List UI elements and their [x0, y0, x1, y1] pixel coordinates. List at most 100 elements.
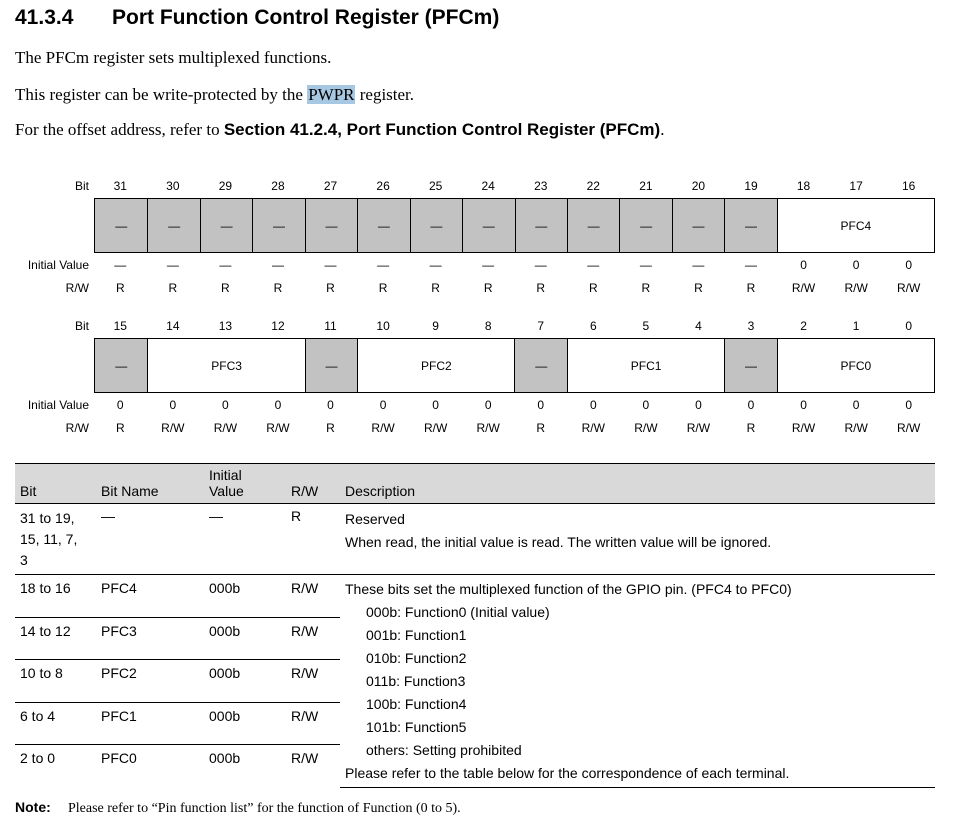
pfc-bit: 14 to 12 — [15, 617, 96, 661]
pfc-initial: 000b — [204, 702, 286, 746]
rw-value: R/W — [897, 281, 921, 295]
header-initial-line-2: Value — [209, 483, 244, 499]
pfc-name: PFC3 — [96, 617, 204, 661]
pfc-name: PFC2 — [96, 659, 204, 703]
bit-number: 8 — [484, 319, 492, 333]
section-reference-link[interactable]: Section 41.2.4, Port Function Control Re… — [223, 120, 661, 139]
table-row-reserved: 31 to 19, 15, 11, 7, 3 — — R Reserved Wh… — [15, 503, 935, 575]
rw-label-lower: R/W — [65, 421, 89, 435]
rw-value: R/W — [897, 421, 921, 435]
initial-value: 0 — [905, 258, 912, 272]
bit-number: 25 — [428, 179, 443, 193]
bit-number: 14 — [166, 319, 180, 333]
initial-value: — — [429, 258, 442, 272]
pfc-rw: R/W — [286, 659, 340, 703]
rw-label-upper: R/W — [65, 281, 89, 295]
initial-value: 0 — [537, 398, 545, 412]
reserved-bit-field: — — [252, 199, 305, 252]
reserved-bit-field: — — [304, 339, 358, 392]
reserved-bit-field: — — [462, 199, 515, 252]
initial-value: 0 — [379, 398, 387, 412]
initial-value: — — [744, 258, 757, 272]
bit-number: 12 — [271, 319, 285, 333]
pfc-option: 000b: Function0 (Initial value) — [366, 604, 550, 620]
bit-number: 19 — [744, 179, 758, 193]
pfc-desc-intro: These bits set the multiplexed function … — [345, 581, 792, 597]
bit-number: 18 — [796, 179, 811, 193]
initial-value: — — [639, 258, 652, 272]
initial-value: — — [324, 258, 337, 272]
pfc-option: 101b: Function5 — [366, 719, 467, 735]
rw-value: R — [115, 421, 125, 435]
header-bit-name: Bit Name — [96, 463, 204, 504]
pfc-rw: R/W — [286, 617, 340, 661]
section-heading: 41.3.4 Port Function Control Register (PF… — [15, 6, 499, 30]
pfc-bit-field: PFC1 — [566, 339, 725, 392]
rw-value: R/W — [634, 421, 658, 435]
pfc-initial: 000b — [204, 659, 286, 703]
reserved-bit-field: — — [514, 199, 567, 252]
rw-value: R — [221, 281, 230, 295]
bit-number: 3 — [747, 319, 755, 333]
bit-number: 16 — [901, 179, 916, 193]
pfc-name: PFC4 — [96, 574, 204, 618]
upper-initial-values: — — — — — — — — — — — — — 0 0 0 — [0, 258, 955, 274]
initial-value: 0 — [432, 398, 439, 412]
pwpr-link[interactable]: PWPR — [307, 85, 356, 104]
bit-number: 28 — [271, 179, 285, 193]
reserved-bit-field: — — [95, 199, 148, 252]
bit-number: 17 — [849, 179, 863, 193]
intro-paragraph-2: This register can be write-protected by … — [15, 85, 414, 105]
intro-p3-before: For the offset address, refer to — [15, 120, 224, 139]
reserved-bit-line: 15, 11, 7, — [20, 531, 78, 547]
pfc-desc-footer: Please refer to the table below for the … — [345, 765, 790, 781]
pfc-rw: R/W — [291, 750, 319, 767]
initial-value: 0 — [800, 258, 807, 272]
pfc-option: 011b: Function3 — [366, 673, 466, 689]
header-initial-value: Initial Value — [204, 463, 286, 504]
initial-value: 0 — [852, 398, 860, 412]
bit-number: 15 — [113, 319, 127, 333]
pfc-option: 001b: Function1 — [366, 627, 467, 643]
pfc-bit-field: PFC3 — [147, 339, 305, 392]
table-header-row: Bit Bit Name Initial Value R/W Descriptio… — [15, 463, 935, 504]
pfc-option: 100b: Function4 — [366, 696, 467, 712]
rw-value: R/W — [844, 421, 868, 435]
initial-value: — — [587, 258, 600, 272]
bit-row-label-upper: Bit — [74, 179, 89, 193]
reserved-bit-field: — — [514, 339, 567, 392]
initial-value: 0 — [905, 398, 912, 412]
bit-number: 0 — [905, 319, 912, 333]
rw-value: R — [746, 421, 756, 435]
note-text: Please refer to “Pin function list” for … — [68, 801, 461, 816]
bit-number: 4 — [695, 319, 702, 333]
pfc-option: 010b: Function2 — [366, 650, 467, 666]
rw-value: R — [326, 281, 335, 295]
bit-number: 2 — [800, 319, 807, 333]
initial-value: — — [271, 258, 284, 272]
reserved-initial: — — [204, 503, 286, 575]
reserved-bit-field: — — [409, 199, 463, 252]
initial-value: 0 — [852, 258, 860, 272]
header-bit: Bit — [15, 463, 96, 504]
note-label: Note: — [15, 799, 51, 815]
bit-number: 30 — [166, 179, 180, 193]
reserved-bit-field: — — [357, 199, 410, 252]
lower-rw-values: R R/W R/W R/W R R/W R/W R/W R R/W R/W R/W R R/W R/W R/W — [0, 421, 955, 437]
bit-number: 26 — [376, 179, 390, 193]
header-rw: R/W — [286, 463, 340, 504]
reserved-desc-line: Reserved — [345, 511, 405, 527]
initial-value: — — [219, 258, 232, 272]
lower-register-fields: — PFC3— PFC2— PFC1— PFC0 — [94, 338, 935, 393]
reserved-bit-field: — — [147, 199, 200, 252]
rw-value: R/W — [581, 421, 605, 435]
bit-row-label-lower: Bit — [74, 319, 89, 333]
reserved-bit-field: — — [619, 199, 672, 252]
rw-value: R — [588, 281, 598, 295]
rw-value: R — [115, 281, 125, 295]
bit-description-table: Bit Bit Name Initial Value R/W Descriptio… — [15, 463, 935, 788]
rw-value: R — [536, 421, 546, 435]
rw-value: R — [746, 281, 756, 295]
bit-number: 27 — [323, 179, 338, 193]
rw-value: R — [273, 281, 283, 295]
